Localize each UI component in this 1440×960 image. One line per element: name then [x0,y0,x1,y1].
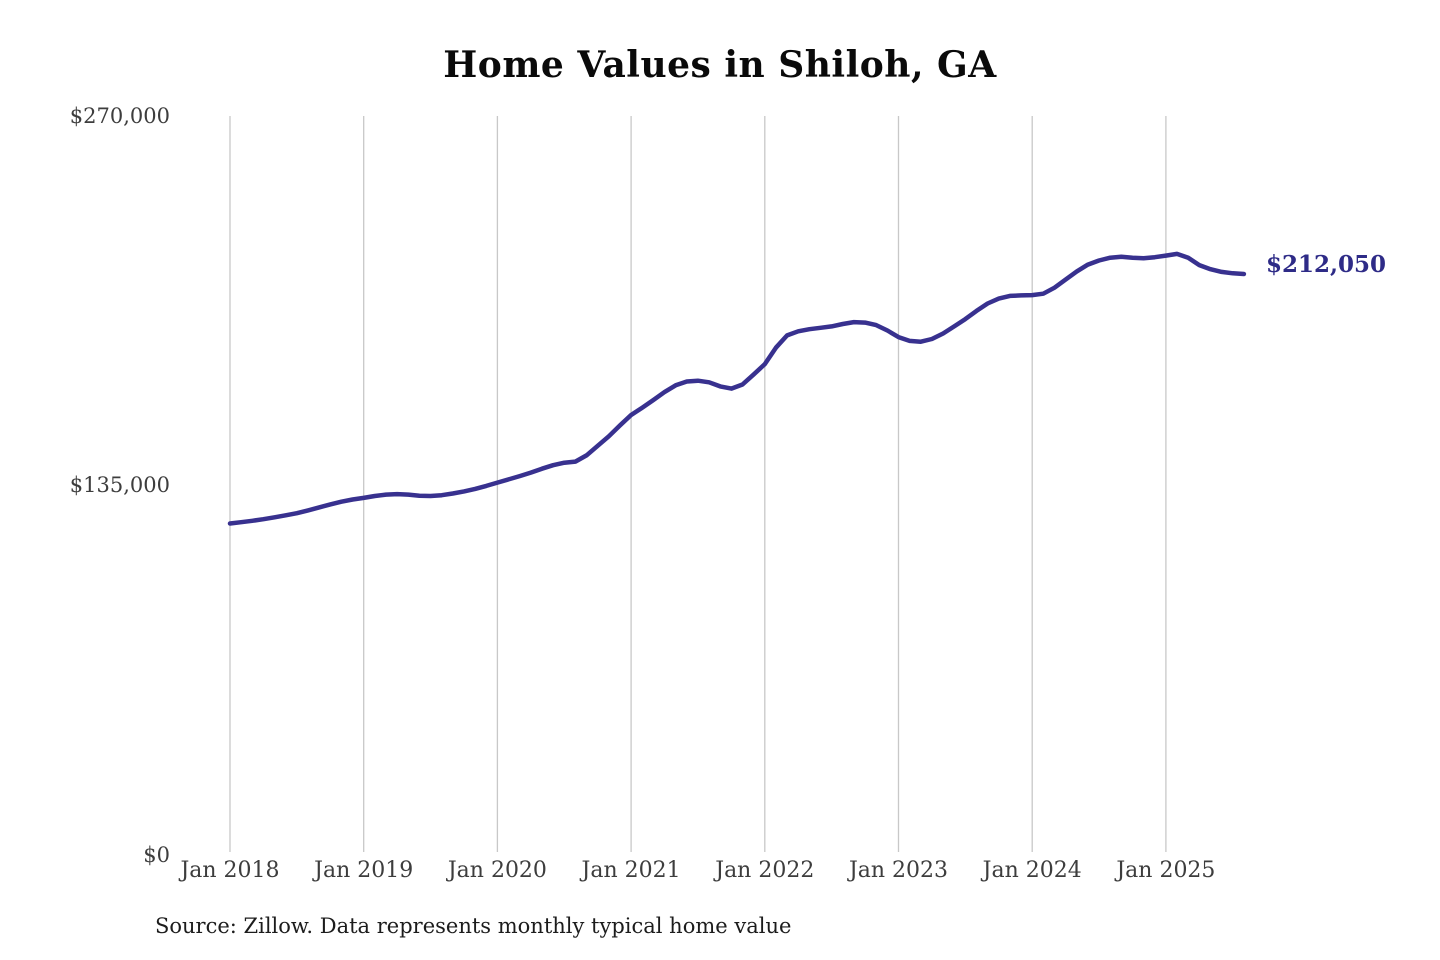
source-note: Source: Zillow. Data represents monthly … [155,914,792,938]
chart-title: Home Values in Shiloh, GA [443,44,997,86]
x-axis-tick-jan-2021: Jan 2021 [581,858,681,883]
y-axis-tick-270000: $270,000 [69,104,170,128]
x-axis-tick-jan-2025: Jan 2025 [1116,858,1216,883]
x-axis-tick-jan-2024: Jan 2024 [982,858,1082,883]
y-axis-tick-0: $0 [143,843,170,867]
x-axis-tick-jan-2022: Jan 2022 [715,858,815,883]
home-value-line [227,251,1247,526]
x-axis-tick-jan-2019: Jan 2019 [314,858,414,883]
y-axis-tick-135000: $135,000 [69,473,170,497]
x-axis-tick-jan-2018: Jan 2018 [180,858,280,883]
x-axis-tick-jan-2023: Jan 2023 [848,858,949,883]
last-value-label: $212,050 [1266,251,1387,278]
x-axis-tick-jan-2020: Jan 2020 [447,858,547,883]
